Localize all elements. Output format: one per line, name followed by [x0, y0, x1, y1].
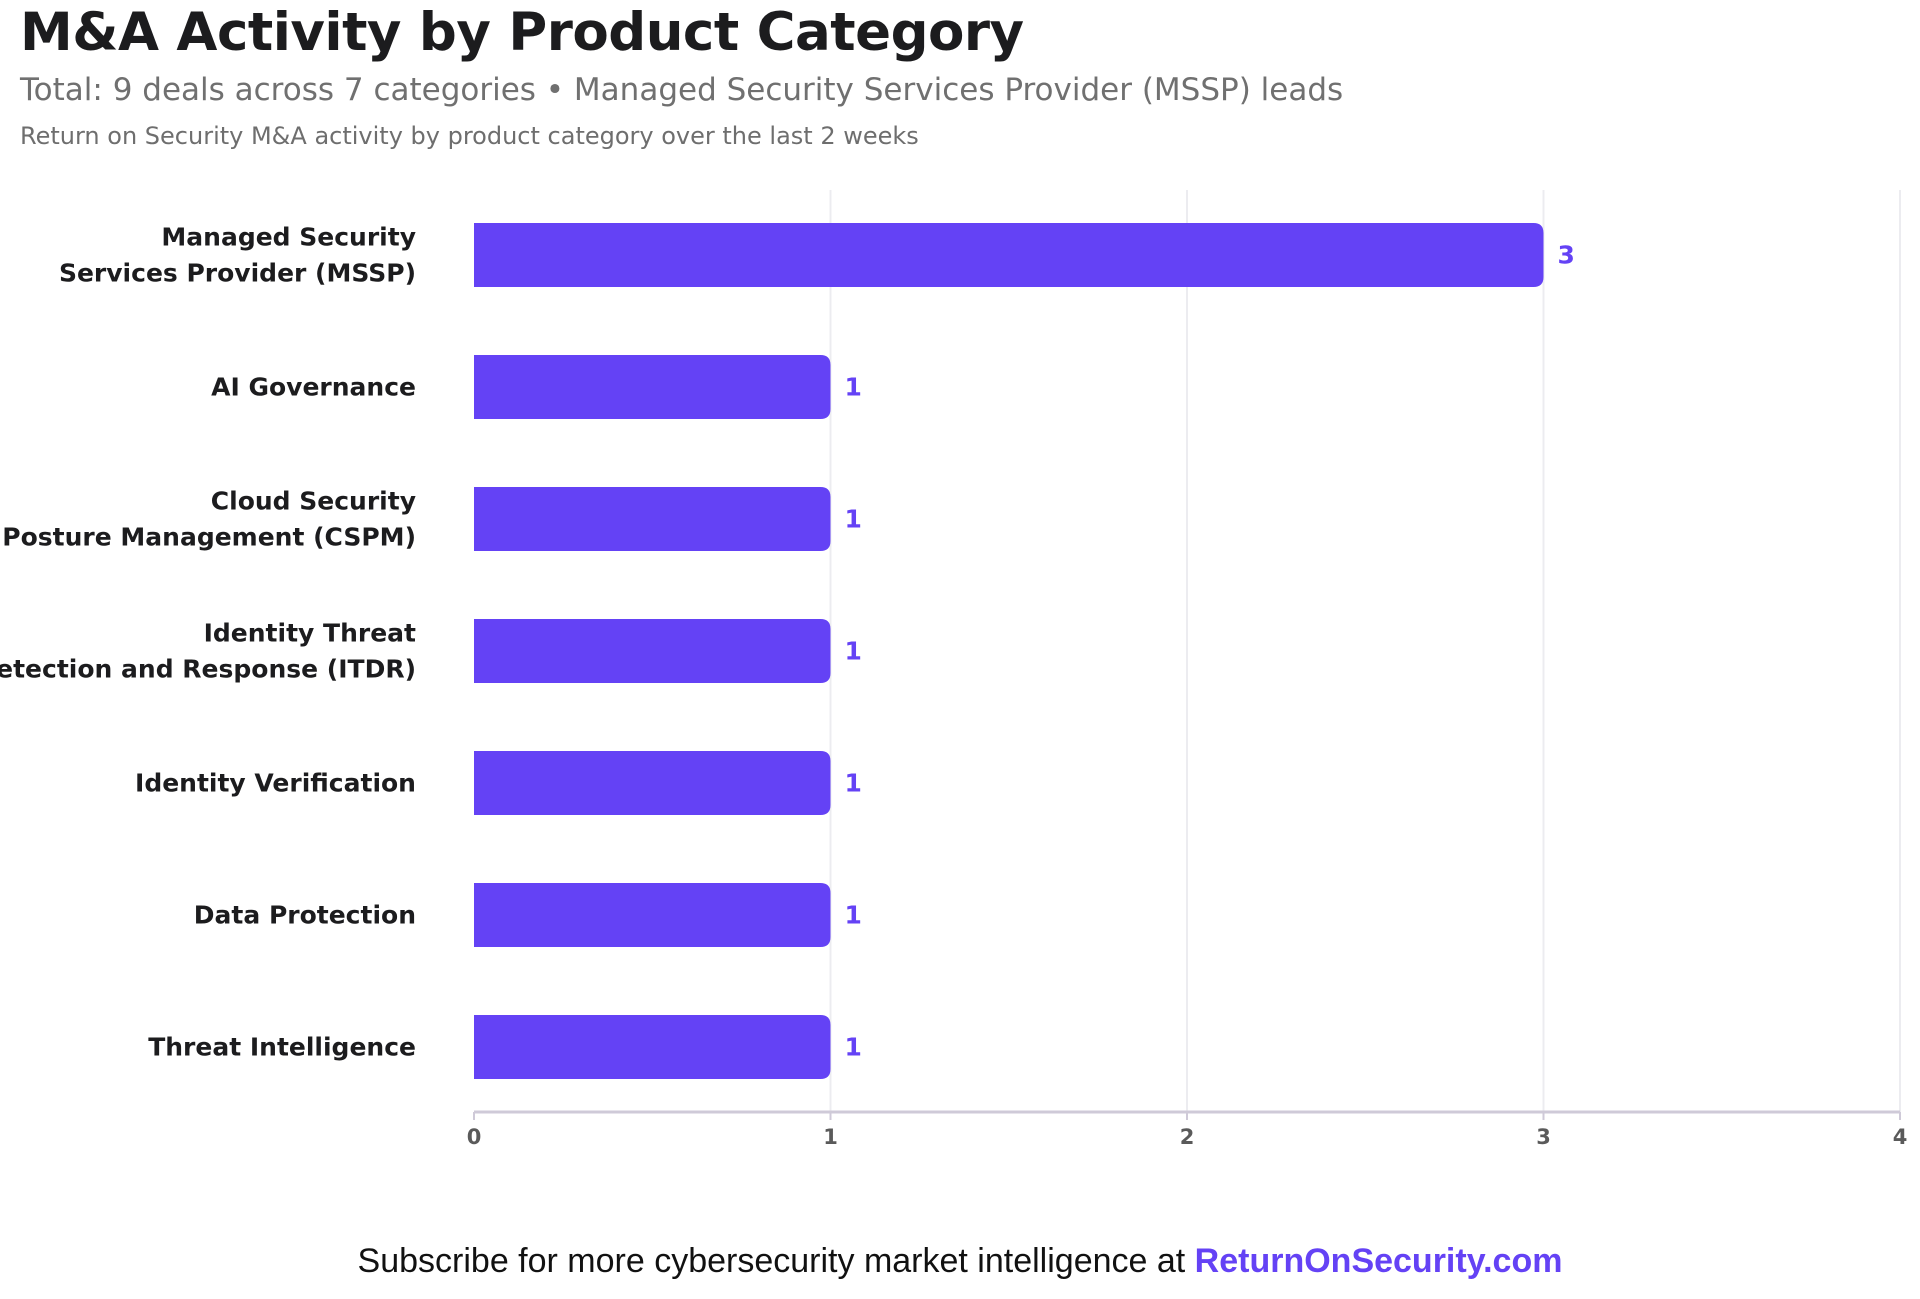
category-label-1: AI Governance	[211, 373, 416, 402]
bar-6	[474, 1015, 831, 1079]
x-tick-label-0: 0	[467, 1125, 482, 1149]
bar-3	[474, 619, 831, 683]
bar-5	[474, 883, 831, 947]
footer-link[interactable]: ReturnOnSecurity.com	[1194, 1242, 1563, 1280]
x-tick-label-4: 4	[1893, 1125, 1908, 1149]
data-label-2: 1	[845, 505, 862, 534]
data-label-5: 1	[845, 901, 862, 930]
x-tick-label-2: 2	[1180, 1125, 1195, 1149]
x-tick-label-3: 3	[1536, 1125, 1551, 1149]
bar-4	[474, 751, 831, 815]
data-label-6: 1	[845, 1033, 862, 1062]
data-label-4: 1	[845, 769, 862, 798]
category-label-6: Threat Intelligence	[148, 1033, 416, 1062]
bar-2	[474, 487, 831, 551]
data-label-0: 3	[1558, 241, 1575, 270]
bar-0	[474, 223, 1544, 287]
chart-subtitle: Total: 9 deals across 7 categories • Man…	[20, 72, 1344, 108]
category-label-5: Data Protection	[194, 901, 416, 930]
bar-1	[474, 355, 831, 419]
chart-title: M&A Activity by Product Category	[20, 2, 1024, 63]
category-label-2: Cloud Security Posture Management (CSPM)	[2, 487, 416, 552]
category-label-0: Managed Security Services Provider (MSSP)	[59, 223, 416, 288]
category-label-4: Identity Verification	[135, 769, 416, 798]
footer: Subscribe for more cybersecurity market …	[0, 1242, 1920, 1281]
category-label-3: Identity Threat Detection and Response (I…	[0, 619, 416, 684]
x-tick-label-1: 1	[823, 1125, 838, 1149]
chart-caption: Return on Security M&A activity by produ…	[20, 122, 919, 150]
data-label-3: 1	[845, 637, 862, 666]
data-label-1: 1	[845, 373, 862, 402]
footer-text: Subscribe for more cybersecurity market …	[357, 1242, 1195, 1280]
